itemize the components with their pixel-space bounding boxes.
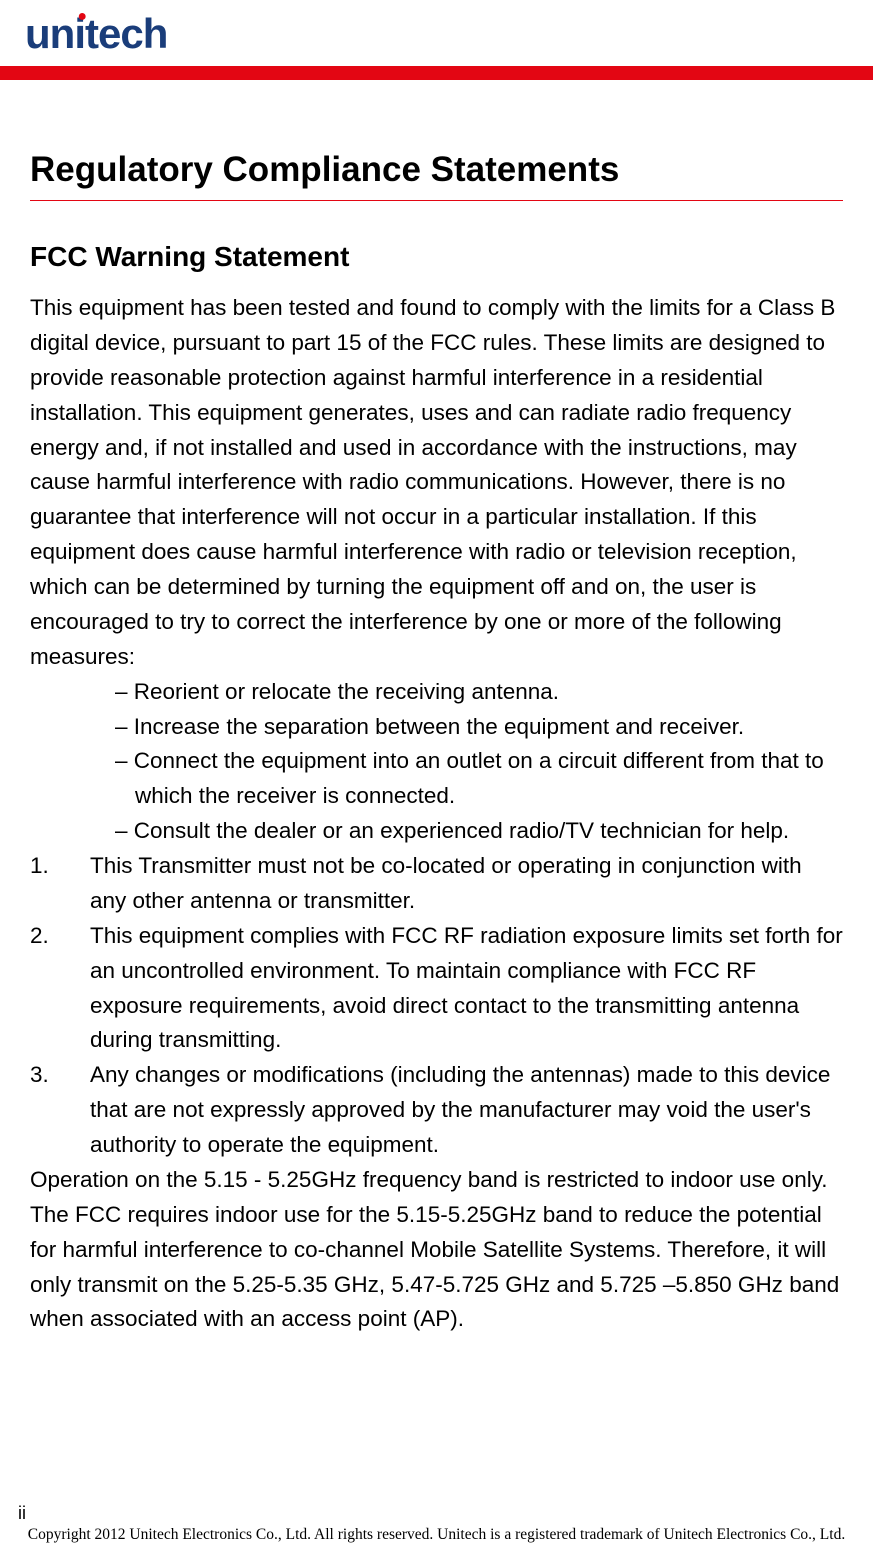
logo-container: uni●tech xyxy=(0,0,873,66)
numbered-item: 3. Any changes or modifications (includi… xyxy=(30,1058,843,1163)
item-text: This equipment complies with FCC RF radi… xyxy=(90,919,843,1059)
measure-item: Consult the dealer or an experienced rad… xyxy=(115,814,843,849)
heading-underline xyxy=(30,200,843,201)
item-text: This Transmitter must not be co-located … xyxy=(90,849,843,919)
item-number: 2. xyxy=(30,919,90,1059)
unitech-logo: uni●tech xyxy=(25,10,848,58)
copyright-text: Copyright 2012 Unitech Electronics Co., … xyxy=(12,1526,861,1544)
logo-text: uni●tech xyxy=(25,10,167,58)
section-title: FCC Warning Statement xyxy=(30,241,843,273)
item-text: Any changes or modifications (including … xyxy=(90,1058,843,1163)
measure-item: Reorient or relocate the receiving anten… xyxy=(115,675,843,710)
item-number: 1. xyxy=(30,849,90,919)
intro-paragraph: This equipment has been tested and found… xyxy=(30,291,843,675)
measure-item: Increase the separation between the equi… xyxy=(115,710,843,745)
measure-item: Connect the equipment into an outlet on … xyxy=(115,744,843,814)
page-number: ii xyxy=(12,1503,861,1524)
footer: ii Copyright 2012 Unitech Electronics Co… xyxy=(0,1503,873,1554)
main-heading: Regulatory Compliance Statements xyxy=(30,150,843,190)
item-number: 3. xyxy=(30,1058,90,1163)
numbered-list: 1. This Transmitter must not be co-locat… xyxy=(30,849,843,1163)
red-divider xyxy=(0,66,873,80)
closing-paragraph: Operation on the 5.15 - 5.25GHz frequenc… xyxy=(30,1163,843,1337)
measures-list: Reorient or relocate the receiving anten… xyxy=(30,675,843,849)
content-area: Regulatory Compliance Statements FCC War… xyxy=(0,80,873,1367)
numbered-item: 2. This equipment complies with FCC RF r… xyxy=(30,919,843,1059)
numbered-item: 1. This Transmitter must not be co-locat… xyxy=(30,849,843,919)
